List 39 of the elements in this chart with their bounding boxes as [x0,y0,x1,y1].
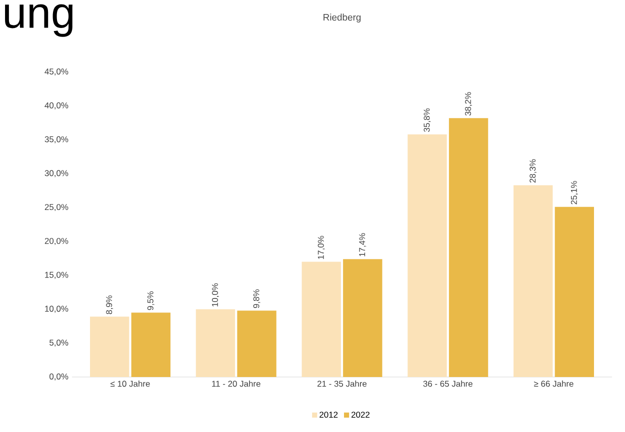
x-tick-label: 36 - 65 Jahre [423,380,472,387]
data-label: 8,9% [106,295,114,314]
chart-title: Riedberg [324,14,361,23]
bar [302,262,341,377]
y-tick-label: 30,0% [44,170,68,178]
y-tick-label: 20,0% [44,238,68,245]
data-label: 25,1% [570,180,578,204]
x-tick-label: 21 - 35 Jahre [317,380,367,387]
bar [131,312,170,377]
y-tick-label: 0,0% [50,374,68,380]
y-tick-label: 40,0% [44,102,68,110]
bar [514,185,553,377]
data-label: 17,0% [318,236,325,259]
bar [408,134,447,377]
data-label: 28,3% [530,159,537,183]
text: ung [5,4,72,37]
bar [90,316,130,377]
y-tick-label: 15,0% [45,272,68,279]
y-tick-label: 35,0% [44,136,68,144]
bar [554,206,594,377]
data-label: 17,4% [359,233,366,256]
bar [343,259,382,377]
data-label: 10,0% [212,283,219,306]
bar [237,310,276,377]
y-tick-label: 5,0% [50,340,68,347]
data-label: 9,5% [147,291,154,310]
x-tick-label: 11 - 20 Jahre [212,380,260,387]
bar [448,118,488,377]
x-tick-label: ≥ 66 Jahre [534,380,574,387]
y-tick-label: 10,0% [45,306,68,313]
legend-label: 2012 [320,412,338,418]
data-label: 9,8% [253,289,260,308]
x-tick-label: ≤ 10 Jahre [110,380,150,387]
legend-label: 2022 [352,412,370,418]
y-tick-label: 45,0% [44,68,68,76]
data-label: 35,8% [424,108,431,132]
data-label: 38,2% [465,92,472,116]
y-tick-label: 25,0% [44,204,68,212]
bar [196,309,236,377]
